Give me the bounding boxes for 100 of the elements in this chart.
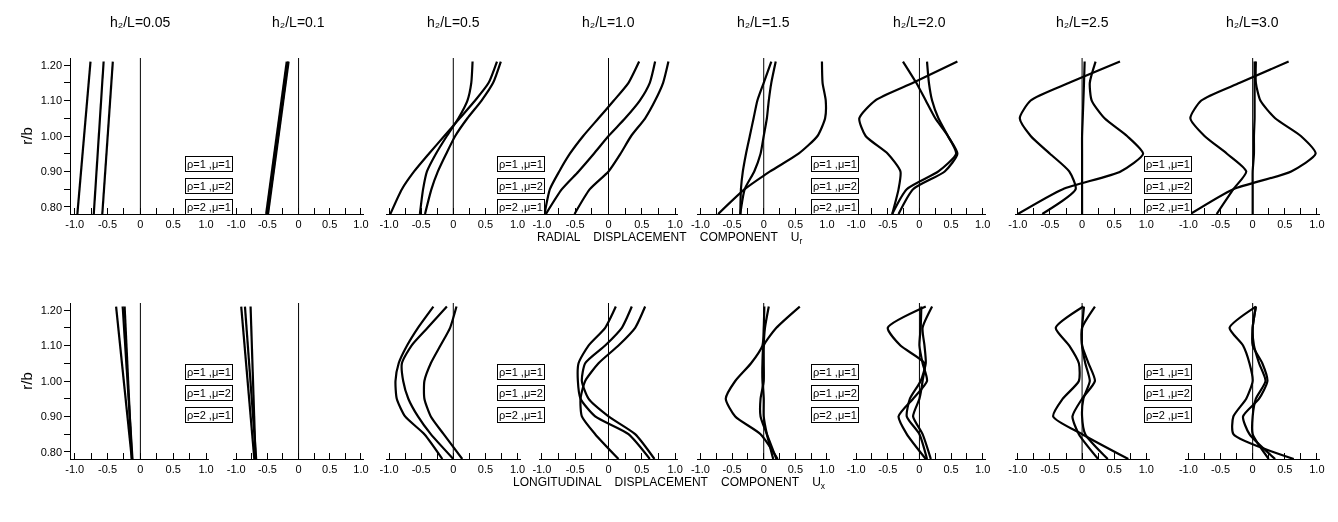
x-tick-label: -0.5	[722, 218, 742, 231]
chart-title: h₂/L=0.05	[110, 14, 171, 30]
annotation: ρ=1 ,μ=2	[499, 180, 543, 192]
x-tick-label: 1.0	[819, 218, 835, 231]
x-tick-label: -0.5	[411, 463, 431, 476]
x-tick-label: 1.0	[975, 463, 991, 476]
x-tick-label: -0.5	[98, 463, 118, 476]
y-tick-label: 1.20	[40, 58, 63, 71]
annotation: ρ=1 ,μ=1	[499, 366, 543, 378]
x-tick-label: 0	[137, 463, 144, 476]
annotation: ρ=1 ,μ=2	[813, 387, 857, 399]
annotation: ρ=1 ,μ=2	[499, 387, 543, 399]
x-tick-label: -1.0	[690, 463, 710, 476]
x-tick-label: -1.0	[532, 218, 552, 231]
x-tick-label: 1.0	[198, 218, 214, 231]
x-tick-label: 0.5	[165, 463, 181, 476]
x-tick-label: -0.5	[878, 463, 898, 476]
x-tick-label: 0.5	[1277, 218, 1293, 231]
x-tick-label: 0.5	[322, 218, 338, 231]
x-tick-label: 0	[760, 463, 767, 476]
annotation: ρ=1 ,μ=1	[813, 158, 857, 170]
annotation: ρ=1 ,μ=2	[187, 180, 231, 192]
annotation: ρ=2 ,μ=1	[499, 201, 543, 213]
x-tick-label: -1.0	[65, 463, 85, 476]
x-tick-label: -1.0	[1178, 463, 1198, 476]
text: RADIAL DISPLACEMENT COMPONENT U$_{r}$	[537, 230, 803, 246]
x-tick-label: 0.5	[787, 218, 804, 231]
annotation: ρ=1 ,μ=2	[1146, 180, 1190, 192]
x-tick-label: -0.5	[1211, 218, 1231, 231]
x-tick-label: 0	[295, 218, 302, 231]
x-tick-label: -1.0	[226, 463, 246, 476]
x-tick-label: 0	[1249, 218, 1256, 231]
chart-title: h₂/L=1.5	[737, 14, 790, 30]
x-tick-label: 1.0	[1309, 218, 1325, 231]
x-tick-label: 0	[1249, 463, 1256, 476]
x-tick-label: -0.5	[722, 463, 742, 476]
annotation: ρ=1 ,μ=1	[187, 158, 231, 170]
annotation: ρ=1 ,μ=1	[499, 158, 543, 170]
x-tick-label: -1.0	[65, 218, 85, 231]
x-tick-label: 1.0	[509, 463, 526, 476]
x-tick-label: 1.0	[198, 463, 214, 476]
x-tick-label: 0.5	[634, 463, 650, 476]
x-tick-label: 0	[295, 463, 302, 476]
x-tick-label: 1.0	[353, 218, 369, 231]
annotation: ρ=2 ,μ=1	[499, 409, 543, 421]
x-tick-label: 0	[916, 463, 923, 476]
x-tick-label: 0.5	[477, 218, 494, 231]
x-tick-label: 0	[605, 218, 612, 231]
chart-title: h₂/L=2.5	[1056, 14, 1109, 30]
annotation: ρ=1 ,μ=2	[1146, 387, 1190, 399]
y-tick-label: 0.80	[40, 445, 63, 458]
x-tick-label: -0.5	[257, 463, 277, 476]
x-tick-label: -0.5	[98, 218, 118, 231]
x-tick-label: 0	[1079, 463, 1086, 476]
annotation: ρ=2 ,μ=1	[187, 201, 231, 213]
x-tick-label: -1.0	[379, 218, 399, 231]
y-tick-label: 1.10	[40, 339, 63, 352]
y-tick-label: 0.90	[40, 165, 63, 178]
x-tick-label: 1.0	[1138, 463, 1154, 476]
annotation: ρ=2 ,μ=1	[1146, 409, 1190, 421]
x-tick-label: -1.0	[379, 463, 399, 476]
x-tick-label: 1.0	[1138, 218, 1154, 231]
annotation: ρ=2 ,μ=1	[1146, 201, 1190, 213]
x-tick-label: 1.0	[353, 463, 369, 476]
x-tick-label: 0.5	[477, 463, 494, 476]
x-tick-label: -0.5	[878, 218, 898, 231]
x-tick-label: 0.5	[943, 218, 959, 231]
x-tick-label: 0.5	[1106, 463, 1122, 476]
x-tick-label: 1.0	[667, 463, 683, 476]
x-tick-label: -0.5	[565, 463, 585, 476]
x-tick-label: -1.0	[1008, 218, 1028, 231]
chart-title: h₂/L=3.0	[1226, 14, 1279, 30]
x-tick-label: 0	[1079, 218, 1086, 231]
x-tick-label: 1.0	[1309, 463, 1325, 476]
x-tick-label: -1.0	[532, 463, 552, 476]
x-tick-label: -1.0	[226, 218, 246, 231]
x-tick-label: 0	[137, 218, 144, 231]
annotation: ρ=2 ,μ=1	[187, 409, 231, 421]
x-tick-label: 0	[605, 463, 612, 476]
chart-title: h₂/L=0.5	[427, 14, 480, 30]
x-tick-label: 0	[916, 218, 923, 231]
annotation: ρ=1 ,μ=1	[813, 366, 857, 378]
x-tick-label: 0.5	[634, 218, 650, 231]
annotation: ρ=1 ,μ=1	[1146, 366, 1190, 378]
chart-title: h₂/L=2.0	[893, 14, 946, 30]
x-tick-label: 0.5	[1277, 463, 1293, 476]
text: LONGITUDINAL DISPLACEMENT COMPONENT U$_{x}$	[513, 475, 826, 491]
x-tick-label: -1.0	[1178, 218, 1198, 231]
annotation: ρ=1 ,μ=2	[187, 387, 231, 399]
x-tick-label: 0.5	[165, 218, 181, 231]
x-tick-label: 0.5	[943, 463, 959, 476]
x-tick-label: 1.0	[819, 463, 835, 476]
annotation: ρ=1 ,μ=1	[187, 366, 231, 378]
annotation: ρ=2 ,μ=1	[813, 409, 857, 421]
chart-title: h₂/L=1.0	[582, 14, 635, 30]
x-tick-label: 0.5	[787, 463, 804, 476]
x-tick-label: 1.0	[667, 218, 683, 231]
x-tick-label: -1.0	[846, 218, 866, 231]
x-tick-label: -0.5	[1040, 218, 1060, 231]
x-tick-label: 1.0	[509, 218, 526, 231]
